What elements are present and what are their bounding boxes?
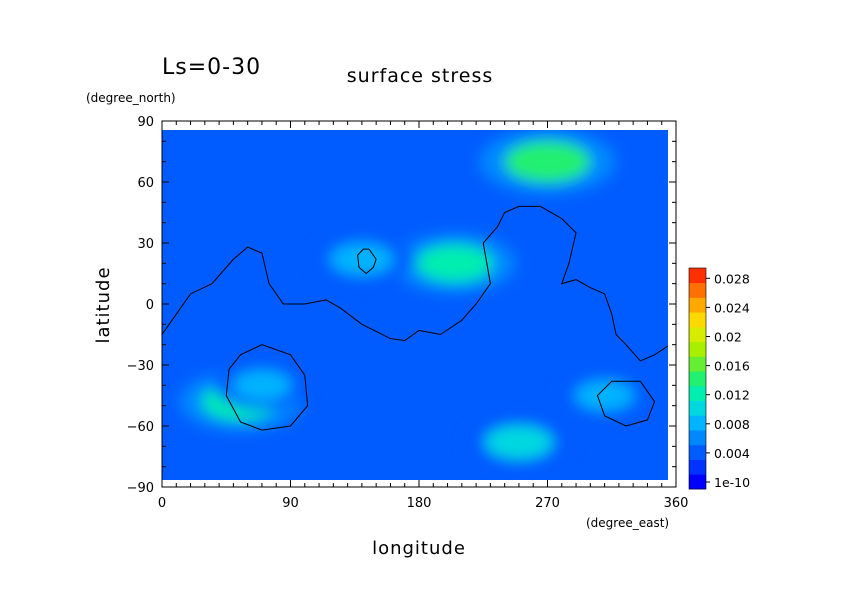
colorbar-swatch [689,444,706,460]
colorbar-swatch [689,297,706,313]
colorbar-label: 0.024 [714,300,750,315]
colorbar-swatch [689,356,706,372]
colorbar-label: 0.004 [714,446,750,461]
colorbar-swatch [689,385,706,401]
y-tick-label: −90 [127,481,154,496]
colorbar-swatch [689,430,706,446]
contour-lines [162,205,668,431]
field-blob [575,380,635,411]
colorbar-label: 0.02 [714,330,742,345]
y-tick-label: 60 [137,176,154,191]
field-blob [232,370,292,401]
field-blobs [179,130,652,470]
x-tick-label: 90 [282,496,299,511]
field-blob [484,425,553,460]
y-tick-labels: 90 60 30 0 −30 −60 −90 [127,115,154,496]
x-tick-label: 180 [407,496,432,511]
colorbar-swatch [689,268,706,284]
x-units: (degree_east) [586,516,669,530]
colorbar-label: 0.012 [714,388,750,403]
subtitle: Ls=0-30 [162,55,261,80]
x-tick-label: 360 [664,496,689,511]
y-tick-label: −60 [127,420,154,435]
contour-line [596,380,656,427]
field-blob [330,243,394,276]
y-units: (degree_north) [86,91,176,105]
y-tick-label: −30 [127,359,154,374]
contour-line [162,205,668,362]
field-blob [416,244,494,283]
y-axis-label: latitude [93,266,114,343]
contour-line [357,248,377,275]
y-tick-label: 30 [137,237,154,252]
axis-ticks [161,120,677,488]
x-tick-label: 270 [535,496,560,511]
contour-line [225,344,309,431]
chart-title: surface stress [347,65,494,87]
colorbar-swatch [689,415,706,431]
colorbar: 0.028 0.024 0.02 0.016 0.012 0.008 0.004 1e-10 [688,267,750,490]
colorbar-label: 0.028 [714,271,750,286]
colorbar-label: 1e-10 [714,475,750,490]
colorbar-swatch [689,400,706,416]
colorbar-label: 0.008 [714,417,750,432]
colorbar-swatch [689,459,706,475]
colorbar-swatch [689,371,706,387]
colorbar-swatch [689,326,706,343]
colorbar-swatch [689,341,706,357]
x-tick-labels: 0 90 180 270 360 [158,496,689,511]
colorbar-label: 0.016 [714,359,750,374]
colorbar-swatch [689,282,706,298]
y-tick-label: 90 [137,115,154,130]
colorbar-frame [688,267,707,490]
colorbar-swatch [689,312,706,328]
colorbar-swatch [689,474,706,490]
y-tick-label: 0 [146,298,154,313]
heatmap-field [162,130,668,480]
x-tick-label: 0 [158,496,166,511]
field-blob [504,141,591,183]
x-axis-label: longitude [372,538,466,559]
